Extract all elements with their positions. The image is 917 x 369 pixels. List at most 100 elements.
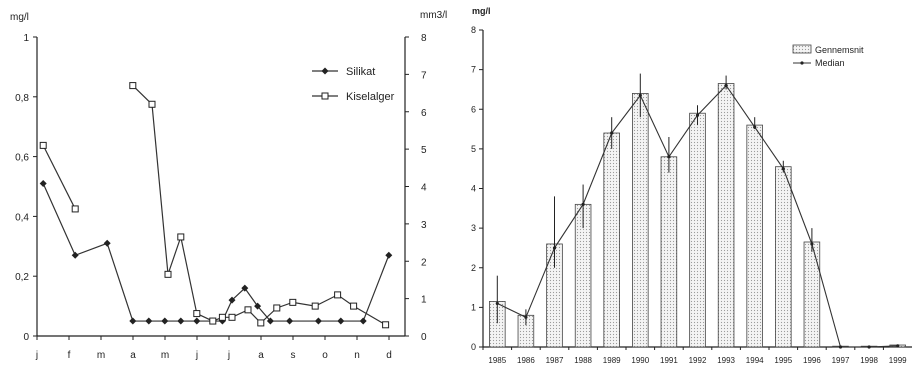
y-tick-label: 3 (471, 223, 476, 233)
y-tick-label: 5 (471, 144, 476, 154)
median-point (838, 345, 843, 349)
x-tick-label: s (291, 350, 296, 361)
median-point (810, 242, 814, 246)
median-point (724, 83, 728, 88)
silikat-point (314, 317, 322, 325)
left-tick-label: 0,6 (15, 153, 29, 164)
median-point (667, 155, 671, 159)
x-tick-label: 1995 (774, 356, 792, 365)
x-tick-label: o (322, 350, 328, 361)
left-tick-label: 0,8 (15, 93, 29, 104)
kiselalger-point (228, 313, 236, 321)
legend-silikat-label: Silikat (346, 66, 375, 78)
silikat-point (228, 296, 236, 304)
legend-kiselalger-marker (321, 92, 329, 100)
right-tick-label: 7 (421, 70, 427, 81)
x-tick-label: 1994 (746, 356, 764, 365)
silikat-point (129, 317, 137, 325)
x-tick-label: 1985 (488, 356, 506, 365)
legend-median-marker (800, 61, 804, 65)
y-tick-label: 7 (471, 65, 476, 75)
legend-gennemsnit-swatch (792, 44, 812, 54)
kiselalger-point (39, 141, 47, 149)
x-tick-label: 1988 (574, 356, 592, 365)
silikat-point (337, 317, 345, 325)
right-tick-label: 2 (421, 257, 427, 268)
chart-silikat-kiselalger: mg/l mm3/l 0 0,2 0,4 0,6 0,8 1 0 1 2 3 4 5 6 7 8 j f m a m j j a… (10, 10, 447, 361)
kiselalger-point (273, 304, 281, 312)
kiselalger-point (177, 233, 185, 241)
x-tick-label: f (68, 350, 71, 361)
x-tick-label: 1992 (689, 356, 707, 365)
left-tick-label: 0,4 (15, 212, 29, 223)
kiselalger-point (148, 100, 156, 108)
right-tick-label: 0 (421, 332, 427, 343)
right-tick-label: 5 (421, 145, 427, 156)
silikat-point (39, 180, 47, 188)
kiselalger-point (244, 306, 252, 314)
kiselalger-point (129, 82, 137, 90)
silikat-point (359, 317, 367, 325)
bar-gennemsnit (775, 166, 792, 348)
x-tick-label: a (258, 350, 264, 361)
x-tick-label: 1989 (603, 356, 621, 365)
kiselalger-point (350, 302, 358, 310)
x-tick-label: 1996 (803, 356, 821, 365)
silikat-point (71, 251, 79, 259)
y-tick-label: 8 (471, 25, 476, 35)
x-tick-label: m (97, 350, 105, 361)
kiselalger-point (257, 319, 265, 327)
kiselalger-point (311, 302, 319, 310)
silikat-point (103, 239, 111, 247)
x-tick-label: 1991 (660, 356, 678, 365)
x-tick-label: 1999 (889, 356, 907, 365)
right-tick-label: 3 (421, 220, 427, 231)
silikat-point (254, 302, 262, 310)
median-point (753, 125, 757, 129)
median-point (610, 131, 614, 135)
median-point (896, 344, 900, 348)
kiselalger-point (382, 321, 390, 329)
median-point (581, 202, 585, 206)
silikat-point (161, 317, 169, 325)
left-tick-label: 0 (23, 332, 29, 343)
median-point (524, 315, 528, 319)
x-tick-label: 1998 (860, 356, 878, 365)
bar-gennemsnit (660, 156, 678, 348)
legend-gennemsnit-label: Gennemsnit (815, 45, 864, 55)
x-tick-label: a (130, 350, 136, 361)
bar-gennemsnit (603, 132, 620, 348)
x-tick-label: n (354, 350, 360, 361)
kiselalger-point (218, 313, 226, 321)
y-tick-label: 6 (471, 104, 476, 114)
x-tick-label: 1986 (517, 356, 535, 365)
legend-median-label: Median (815, 58, 845, 68)
median-point (867, 345, 871, 349)
right-tick-label: 8 (421, 33, 427, 44)
x-tick-label: 1997 (832, 356, 850, 365)
x-tick-label: j (35, 350, 38, 361)
bar-gennemsnit (689, 112, 706, 348)
median-point (495, 301, 499, 306)
kiselalger-point (71, 205, 79, 213)
x-tick-label: 1993 (717, 356, 735, 365)
silikat-point (385, 251, 393, 259)
x-tick-label: 1990 (631, 356, 649, 365)
left-tick-label: 0,2 (15, 272, 29, 283)
x-tick-label: m (161, 350, 169, 361)
kiselalger-point (334, 291, 342, 299)
silikat-point (177, 317, 185, 325)
right-unit-label: mm3/l (420, 10, 447, 21)
silikat-point (193, 317, 201, 325)
x-tick-label: j (195, 350, 198, 361)
right-tick-label: 6 (421, 108, 427, 119)
kiselalger-line (132, 85, 386, 326)
x-tick-label: j (227, 350, 230, 361)
kiselalger-point (164, 270, 172, 278)
silikat-point (241, 284, 249, 292)
bar-gennemsnit (746, 124, 763, 348)
bar-gennemsnit (803, 241, 821, 348)
median-point (638, 93, 642, 97)
silikat-point (286, 317, 294, 325)
